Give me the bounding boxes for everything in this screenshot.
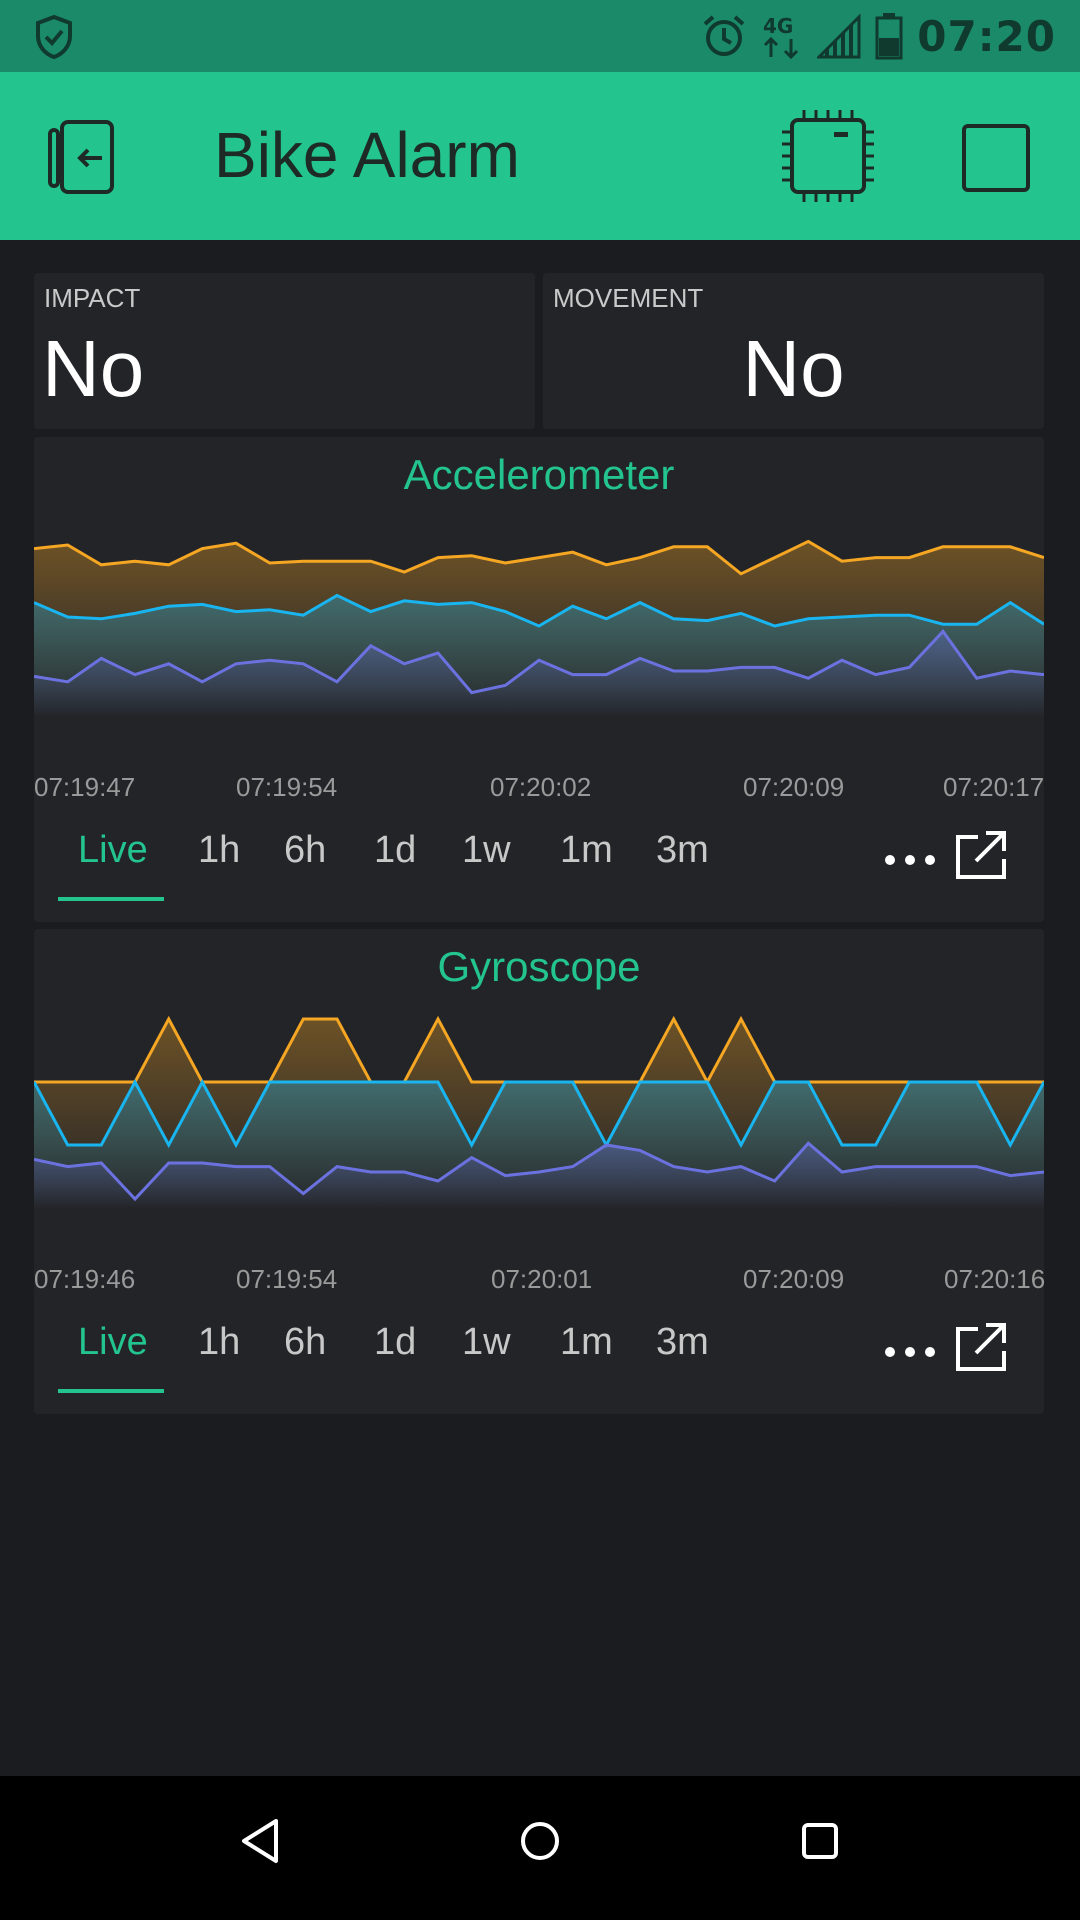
shield-check-icon	[36, 14, 72, 60]
expand-icon[interactable]	[954, 827, 1010, 883]
tab-1h[interactable]: 1h	[198, 829, 241, 871]
tab-3m[interactable]: 3m	[656, 1321, 709, 1363]
more-icon[interactable]	[880, 1337, 940, 1367]
app-bar: Bike Alarm	[0, 72, 1080, 240]
home-nav-icon[interactable]	[515, 1816, 565, 1866]
x-tick: 07:20:17	[943, 772, 1045, 802]
gyroscope-plot	[34, 1015, 1044, 1209]
app-title: Bike Alarm	[214, 119, 520, 191]
series-line	[34, 539, 1044, 576]
tab-1w[interactable]: 1w	[462, 1321, 511, 1363]
series-area	[34, 1143, 1044, 1209]
tab-live[interactable]: Live	[78, 1321, 148, 1363]
x-axis-ticks: 07:19:47 07:19:54 07:20:02 07:20:09 07:2…	[34, 772, 1044, 804]
x-tick: 07:20:02	[490, 772, 592, 802]
tab-1d[interactable]: 1d	[374, 829, 417, 871]
tab-3m[interactable]: 3m	[656, 829, 709, 871]
active-tab-indicator	[58, 897, 164, 901]
system-nav-bar	[0, 1776, 1080, 1920]
accelerometer-chart-card: Accelerometer 07:19:47 07:19:54 07:20:02…	[34, 437, 1044, 922]
battery-icon	[875, 13, 903, 60]
recents-nav-icon[interactable]	[798, 1816, 842, 1866]
impact-label: IMPACT	[44, 283, 141, 313]
x-tick: 07:19:54	[236, 1264, 338, 1294]
impact-value: No	[42, 324, 145, 413]
chip-icon[interactable]	[778, 106, 878, 206]
x-tick: 07:20:09	[743, 1264, 845, 1294]
movement-value: No	[742, 324, 845, 413]
tab-6h[interactable]: 6h	[284, 829, 327, 871]
accelerometer-plot	[34, 539, 1044, 717]
series-area	[34, 631, 1044, 717]
series-line	[34, 1078, 1044, 1149]
svg-text:4G: 4G	[763, 14, 793, 38]
x-tick: 07:20:01	[491, 1264, 593, 1294]
x-tick: 07:19:54	[236, 772, 338, 802]
exit-device-icon[interactable]	[44, 118, 124, 198]
impact-widget: IMPACT No	[34, 273, 535, 429]
back-nav-icon[interactable]	[238, 1816, 282, 1866]
x-tick: 07:20:09	[743, 772, 845, 802]
tab-1w[interactable]: 1w	[462, 829, 511, 871]
series-line	[34, 1141, 1044, 1202]
expand-icon[interactable]	[954, 1319, 1010, 1375]
series-line	[34, 593, 1044, 628]
tab-1m[interactable]: 1m	[560, 1321, 613, 1363]
tab-1h[interactable]: 1h	[198, 1321, 241, 1363]
x-tick: 07:19:47	[34, 772, 136, 802]
x-tick: 07:20:16	[944, 1264, 1046, 1294]
gyroscope-chart-card: Gyroscope 07:19:46 07:19:54 07:20:01 07:…	[34, 929, 1046, 1414]
movement-label: MOVEMENT	[553, 283, 704, 313]
more-icon[interactable]	[880, 845, 940, 875]
chart-title: Gyroscope	[437, 943, 641, 990]
movement-widget: MOVEMENT No	[543, 273, 1044, 429]
x-axis-ticks: 07:19:46 07:19:54 07:20:01 07:20:09 07:2…	[34, 1264, 1046, 1296]
square-icon[interactable]	[962, 124, 1030, 192]
x-tick: 07:19:46	[34, 1264, 136, 1294]
tab-6h[interactable]: 6h	[284, 1321, 327, 1363]
tab-1m[interactable]: 1m	[560, 829, 613, 871]
alarm-icon	[703, 15, 745, 56]
active-tab-indicator	[58, 1389, 164, 1393]
status-bar: 4G 07:20	[0, 0, 1080, 72]
series-line	[34, 629, 1044, 695]
chart-title: Accelerometer	[403, 451, 675, 498]
status-time: 07:20	[917, 11, 1056, 61]
tab-1d[interactable]: 1d	[374, 1321, 417, 1363]
signal-icon	[817, 13, 861, 59]
network-4g-icon: 4G	[763, 14, 799, 59]
tab-live[interactable]: Live	[78, 829, 148, 871]
